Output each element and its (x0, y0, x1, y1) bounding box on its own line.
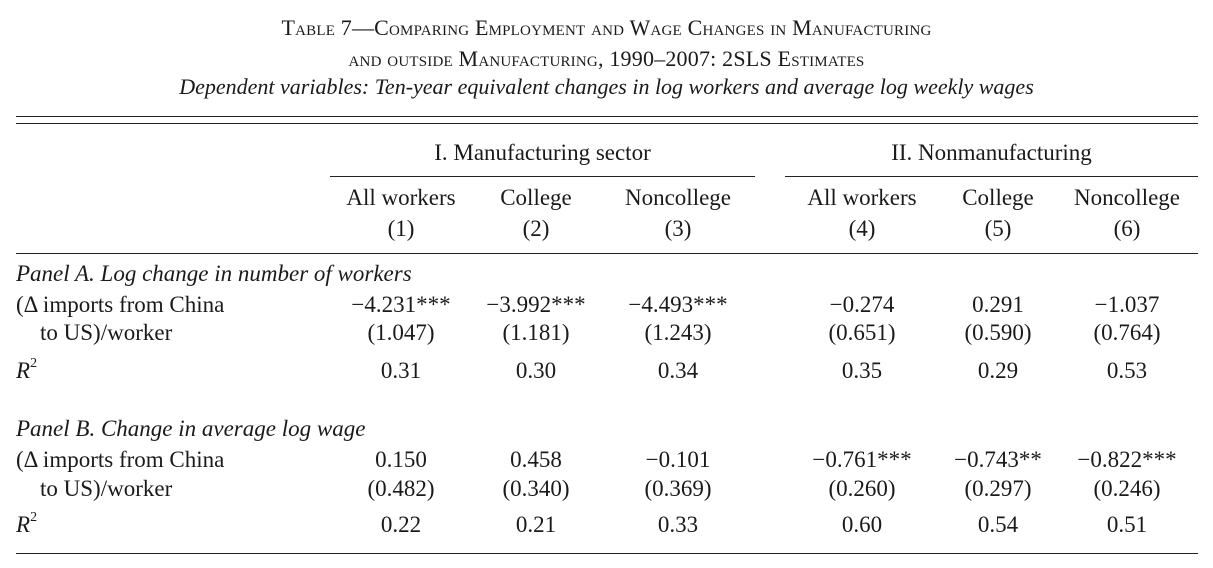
panel-b-se-6: (0.246) (1093, 476, 1161, 501)
panel-a-r2-5: 0.29 (977, 358, 1019, 383)
panel-b-se-1: (0.482) (367, 476, 435, 501)
col-number-1: (1) (387, 216, 415, 241)
panel-a-r2-4: 0.35 (841, 358, 883, 383)
panel-b-se-4: (0.260) (828, 476, 896, 501)
panel-a-coef-5: 0.291 (972, 292, 1024, 317)
panel-a-var-label-1: (Δ imports from China (16, 292, 225, 317)
panel-a-coef-1: −4.231*** (351, 292, 451, 317)
panel-b-se-2: (0.340) (502, 476, 570, 501)
panel-a-se-4: (0.651) (828, 320, 896, 345)
table-subtitle: Dependent variables: Ten-year equivalent… (179, 74, 1034, 99)
panel-b-var-label-1: (Δ imports from China (16, 447, 225, 472)
panel-a-se-1: (1.047) (367, 320, 435, 345)
col-header-2: College (500, 185, 572, 210)
group-header-manufacturing: I. Manufacturing sector (434, 140, 651, 165)
panel-b-se-3: (0.369) (644, 476, 712, 501)
table-title-line2: and outside Manufacturing, 1990–2007: 2S… (348, 46, 865, 71)
panel-b-r2-1: 0.22 (380, 512, 422, 537)
panel-b-r2-3: 0.33 (657, 512, 699, 537)
panel-a-r2-1: 0.31 (380, 358, 422, 383)
col-number-4: (4) (848, 216, 876, 241)
header-rule (16, 253, 1198, 254)
panel-a-r2-2: 0.30 (515, 358, 557, 383)
panel-b-r2-4: 0.60 (841, 512, 883, 537)
bottom-rule (16, 553, 1198, 554)
panel-b-r2-2: 0.21 (515, 512, 557, 537)
col-number-3: (3) (664, 216, 692, 241)
panel-a-coef-4: −0.274 (829, 292, 895, 317)
group-rule-manufacturing (330, 176, 755, 177)
panel-b-var-label-2: to US)/worker (40, 476, 173, 501)
panel-b-coef-6: −0.822*** (1077, 447, 1177, 472)
col-header-4: All workers (807, 185, 917, 210)
panel-b-coef-1: 0.150 (375, 447, 427, 472)
panel-a-var-label-2: to US)/worker (40, 320, 173, 345)
table-title-line1: Table 7—Comparing Employment and Wage Ch… (281, 15, 932, 40)
panel-a-r2-3: 0.34 (657, 358, 699, 383)
panel-b-coef-5: −0.743** (954, 447, 1042, 472)
col-header-1: All workers (346, 185, 456, 210)
panel-a-coef-2: −3.992*** (486, 292, 586, 317)
panel-b-title: Panel B. Change in average log wage (16, 416, 366, 441)
group-header-nonmanufacturing: II. Nonmanufacturing (891, 140, 1092, 165)
panel-b-se-5: (0.297) (964, 476, 1032, 501)
col-number-6: (6) (1113, 216, 1141, 241)
panel-a-se-2: (1.181) (502, 320, 570, 345)
col-header-3: Noncollege (624, 185, 731, 210)
col-number-2: (2) (522, 216, 550, 241)
panel-a-title: Panel A. Log change in number of workers (16, 261, 412, 286)
col-header-5: College (962, 185, 1034, 210)
panel-b-coef-3: −0.101 (645, 447, 711, 472)
top-rule-2 (16, 123, 1198, 124)
col-header-6: Noncollege (1073, 185, 1180, 210)
panel-a-se-5: (0.590) (964, 320, 1032, 345)
panel-b-r2-label: R2 (16, 510, 38, 537)
panel-a-r2-label: R2 (16, 356, 38, 383)
top-rule-1 (16, 116, 1198, 117)
group-rule-nonmanufacturing (785, 176, 1198, 177)
panel-a-se-3: (1.243) (644, 320, 712, 345)
col-number-5: (5) (984, 216, 1012, 241)
panel-b-r2-6: 0.51 (1106, 512, 1148, 537)
panel-b-r2-5: 0.54 (977, 512, 1019, 537)
panel-a-r2-6: 0.53 (1106, 358, 1148, 383)
panel-b-coef-2: 0.458 (510, 447, 562, 472)
panel-b-coef-4: −0.761*** (812, 447, 912, 472)
panel-a-coef-3: −4.493*** (628, 292, 728, 317)
panel-a-se-6: (0.764) (1093, 320, 1161, 345)
panel-a-coef-6: −1.037 (1094, 292, 1160, 317)
